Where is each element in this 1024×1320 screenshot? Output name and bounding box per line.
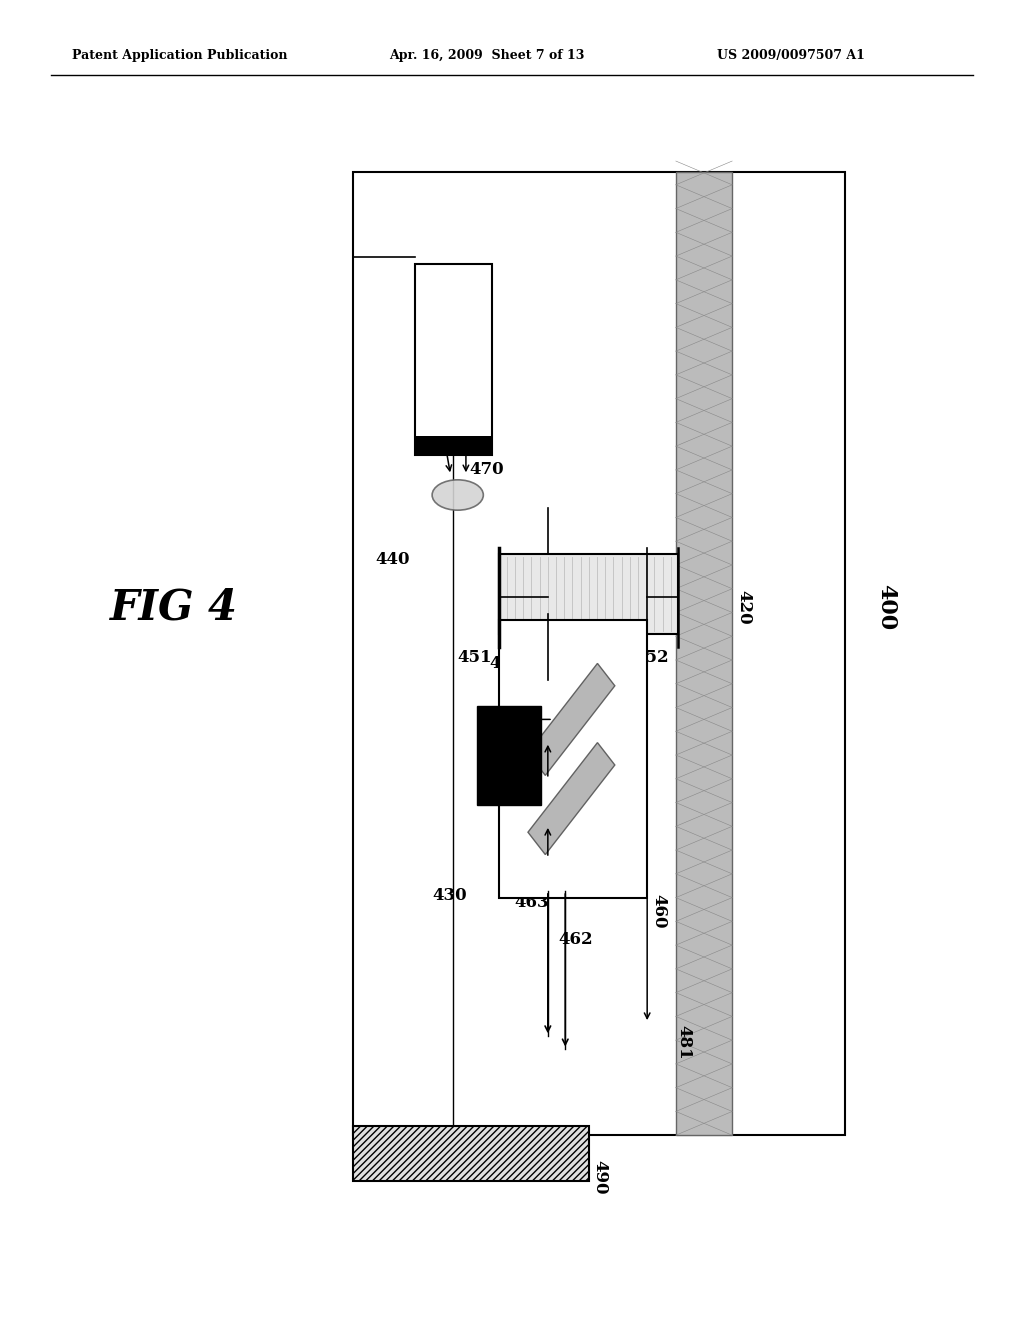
Text: 451: 451 xyxy=(457,649,492,667)
Text: 450: 450 xyxy=(544,649,579,667)
Text: 470: 470 xyxy=(469,461,504,478)
Bar xyxy=(499,554,678,634)
Text: 410: 410 xyxy=(435,348,470,364)
Text: 452: 452 xyxy=(634,649,669,667)
Text: 430: 430 xyxy=(432,887,467,904)
Bar xyxy=(415,436,492,455)
Text: 465: 465 xyxy=(602,797,637,813)
Text: 463: 463 xyxy=(514,894,549,911)
Text: 440: 440 xyxy=(375,552,410,568)
Text: 480: 480 xyxy=(489,656,524,672)
Text: 490: 490 xyxy=(592,1160,609,1195)
Bar xyxy=(353,1126,589,1181)
Text: 420: 420 xyxy=(735,590,752,624)
Text: 460: 460 xyxy=(650,894,668,928)
Text: Patent Application Publication: Patent Application Publication xyxy=(72,49,287,62)
Text: US 2009/0097507 A1: US 2009/0097507 A1 xyxy=(717,49,864,62)
Bar xyxy=(676,172,732,1135)
Text: 462: 462 xyxy=(558,931,593,948)
Ellipse shape xyxy=(432,480,483,510)
Text: 400: 400 xyxy=(874,585,897,630)
Polygon shape xyxy=(528,743,614,854)
Text: 481: 481 xyxy=(676,1026,693,1060)
Bar xyxy=(353,172,845,1135)
Text: 482: 482 xyxy=(487,715,522,731)
Text: FIG 4: FIG 4 xyxy=(111,586,238,628)
Bar xyxy=(477,706,541,805)
Polygon shape xyxy=(528,664,614,775)
Bar xyxy=(499,620,647,898)
Text: 461: 461 xyxy=(614,738,649,754)
Text: Apr. 16, 2009  Sheet 7 of 13: Apr. 16, 2009 Sheet 7 of 13 xyxy=(389,49,585,62)
Bar xyxy=(415,264,492,455)
